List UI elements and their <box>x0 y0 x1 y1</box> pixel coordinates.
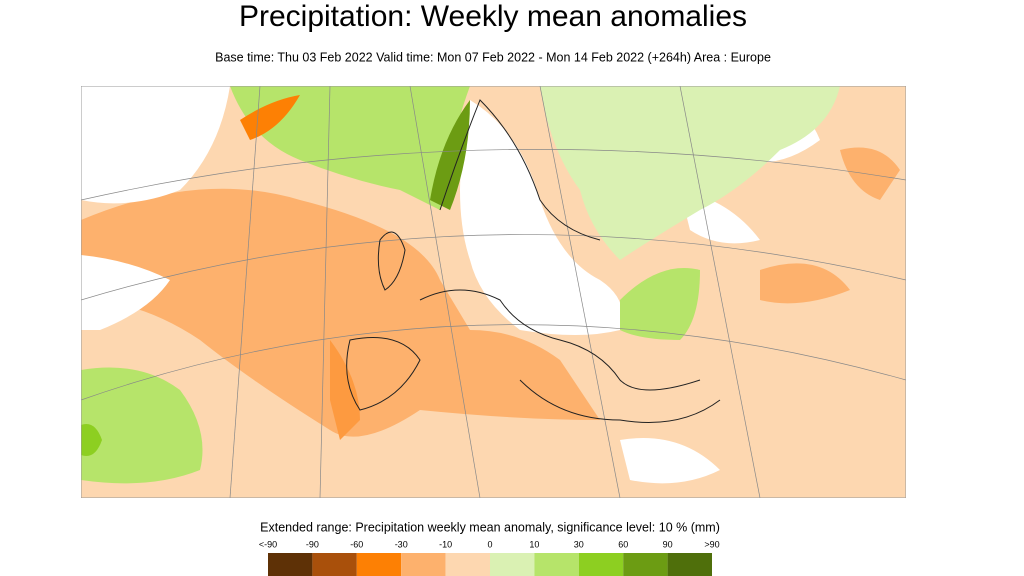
colorbar-label: 10 <box>529 539 539 549</box>
anomaly-green-strong <box>430 100 470 210</box>
colorbar-swatch <box>623 553 668 576</box>
colorbar-swatch <box>312 553 357 576</box>
graticule <box>81 86 906 498</box>
map <box>81 86 906 498</box>
colorbar-label: -60 <box>350 539 363 549</box>
anomaly-green <box>230 86 470 210</box>
anomaly-green-light <box>540 86 840 260</box>
anomaly-neutral-central <box>460 100 623 335</box>
anomaly-orange-strong <box>330 340 360 440</box>
colorbar-swatch <box>401 553 446 576</box>
colorbar-label: <-90 <box>259 539 277 549</box>
anomaly-neutral-west <box>81 86 230 330</box>
anomaly-orange-east <box>760 147 900 304</box>
colorbar-label: 0 <box>487 539 492 549</box>
colorbar-swatch <box>268 553 313 576</box>
anomaly-green-sw-strong <box>81 424 102 456</box>
colorbar-label: -30 <box>395 539 408 549</box>
colorbar-swatch <box>490 553 535 576</box>
colorbar-swatch <box>445 553 490 576</box>
anomaly-green-balkans <box>620 268 700 340</box>
colorbar-label: 90 <box>663 539 673 549</box>
colorbar-label: 30 <box>574 539 584 549</box>
anomaly-orange-greenland <box>240 95 300 140</box>
legend-title: Extended range: Precipitation weekly mea… <box>260 520 720 534</box>
colorbar-swatch <box>534 553 579 576</box>
colorbar-swatch <box>667 553 712 576</box>
title: Precipitation: Weekly mean anomalies <box>239 0 747 33</box>
subtitle: Base time: Thu 03 Feb 2022 Valid time: M… <box>215 50 771 64</box>
colorbar-swatch <box>356 553 402 576</box>
colorbar-swatch <box>578 553 624 576</box>
colorbar-label: 60 <box>618 539 628 549</box>
anomaly-orange <box>81 188 600 437</box>
colorbar-label: >90 <box>704 539 719 549</box>
colorbar-label: -90 <box>306 539 319 549</box>
colorbar: <-90 -90 -60 -30 -10 0 10 30 60 90 >90 <box>259 539 720 576</box>
anomaly-green-sw <box>81 367 203 484</box>
coastlines <box>346 99 721 423</box>
colorbar-label: -10 <box>439 539 452 549</box>
